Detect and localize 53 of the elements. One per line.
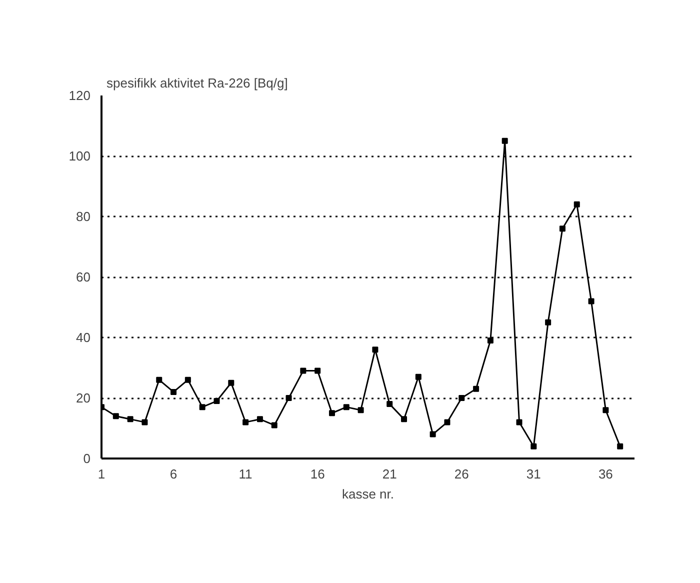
x-tick-label: 6 [170,466,178,482]
x-tick-label: 1 [98,466,106,482]
point [602,407,609,414]
point [617,443,624,450]
point [559,226,566,232]
point [112,413,119,420]
x-tick-label: 36 [598,466,613,482]
y-tick-label: 20 [76,390,91,406]
point [142,419,148,426]
point [271,422,278,428]
point [156,376,162,383]
y-axis-title: spesifikk aktivitet Ra-226 [Bq/g] [106,76,288,90]
x-tick-label: 26 [454,466,469,482]
point [487,338,494,344]
point [300,368,306,374]
y-tick-label: 0 [83,451,91,466]
point [242,419,249,426]
point [372,346,378,353]
point [328,410,335,416]
y-tick-label: 80 [76,209,91,224]
point [444,419,450,426]
x-tick-label: 16 [310,466,325,482]
point [516,419,522,426]
point [386,401,393,408]
point [545,319,552,326]
point [502,138,508,144]
x-tick-label: 21 [382,466,397,482]
point [199,404,206,410]
point [574,201,580,208]
point [358,407,364,414]
point [170,388,177,395]
point [286,395,292,401]
point [401,416,408,422]
point [530,443,537,450]
point [415,374,422,380]
point [228,380,234,386]
y-tick-label: 120 [68,88,91,103]
point [314,368,321,374]
point [184,376,191,383]
y-tick-label: 100 [68,148,91,164]
point [588,298,594,304]
point [127,416,134,422]
point [473,386,480,392]
point [343,404,350,410]
y-tick-label: 60 [76,270,91,284]
point [214,398,220,404]
x-tick-label: 31 [526,466,541,482]
y-tick-label: 40 [76,330,91,345]
point [458,395,465,401]
point [430,431,436,438]
x-tick-label: 11 [238,466,252,482]
x-axis-title: kasse nr. [342,486,394,502]
point [256,416,263,422]
